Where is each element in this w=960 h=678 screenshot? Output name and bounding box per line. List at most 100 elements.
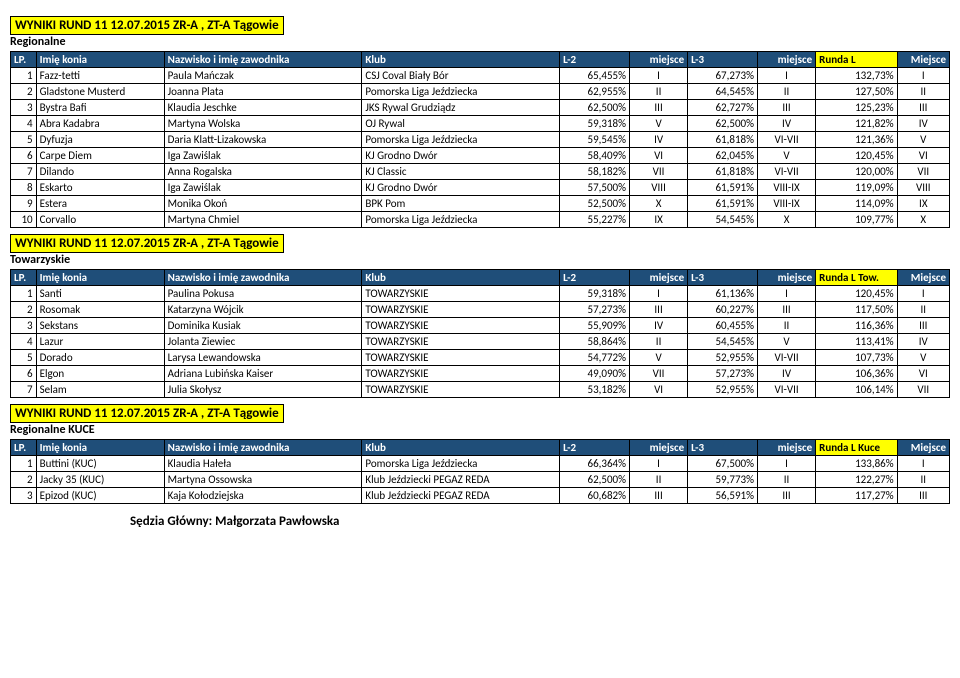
cell: 66,364%	[560, 456, 630, 472]
cell: III	[757, 488, 815, 504]
cell: IV	[897, 334, 949, 350]
cell: 53,182%	[560, 382, 630, 398]
cell: Dilando	[36, 164, 164, 180]
table-row: 2Gladstone MusterdJoanna PlataPomorska L…	[11, 84, 950, 100]
cell: OJ Rywal	[362, 116, 560, 132]
table-row: 4Abra KadabraMartyna WolskaOJ Rywal59,31…	[11, 116, 950, 132]
cell: 64,545%	[688, 84, 758, 100]
cell: Rosomak	[36, 302, 164, 318]
cell: II	[897, 84, 949, 100]
cell: Gladstone Musterd	[36, 84, 164, 100]
cell: Jacky 35 (KUC)	[36, 472, 164, 488]
cell: 120,45%	[816, 286, 897, 302]
cell: 54,545%	[688, 334, 758, 350]
cell: 57,273%	[688, 366, 758, 382]
column-header: Runda L Kuce	[816, 440, 897, 456]
cell: 58,864%	[560, 334, 630, 350]
cell: III	[897, 488, 949, 504]
column-header: Runda L	[816, 52, 897, 68]
cell: Sekstans	[36, 318, 164, 334]
cell: 117,50%	[816, 302, 897, 318]
cell: 109,77%	[816, 212, 897, 228]
column-header: Nazwisko i imię zawodnika	[164, 440, 362, 456]
section-subtitle: Regionalne	[10, 35, 950, 49]
cell: Pomorska Liga Jeździecka	[362, 212, 560, 228]
cell: II	[757, 472, 815, 488]
cell: X	[757, 212, 815, 228]
cell: Elgon	[36, 366, 164, 382]
cell: 52,500%	[560, 196, 630, 212]
cell: CSJ Coval Biały Bór	[362, 68, 560, 84]
cell: 55,909%	[560, 318, 630, 334]
cell: III	[757, 100, 815, 116]
cell: TOWARZYSKIE	[362, 302, 560, 318]
column-header: Miejsce	[897, 440, 949, 456]
cell: Julia Skołysz	[164, 382, 362, 398]
cell: Fazz-tetti	[36, 68, 164, 84]
cell: 133,86%	[816, 456, 897, 472]
table-row: 3SekstansDominika KusiakTOWARZYSKIE55,90…	[11, 318, 950, 334]
cell: 106,14%	[816, 382, 897, 398]
table-row: 1Buttini (KUC)Klaudia HałełaPomorska Lig…	[11, 456, 950, 472]
cell: 58,182%	[560, 164, 630, 180]
cell: Pomorska Liga Jeździecka	[362, 132, 560, 148]
cell: TOWARZYSKIE	[362, 382, 560, 398]
column-header: L-3	[688, 270, 758, 286]
cell: 120,00%	[816, 164, 897, 180]
cell: 113,41%	[816, 334, 897, 350]
cell: Epizod (KUC)	[36, 488, 164, 504]
cell: III	[897, 318, 949, 334]
column-header: Imię konia	[36, 440, 164, 456]
column-header: Klub	[362, 270, 560, 286]
cell: Buttini (KUC)	[36, 456, 164, 472]
cell: I	[629, 286, 687, 302]
cell: Paulina Pokusa	[164, 286, 362, 302]
section-title: WYNIKI RUND 11 12.07.2015 ZR-A , ZT-A Tą…	[10, 404, 284, 423]
cell: VI	[629, 382, 687, 398]
cell: IV	[629, 318, 687, 334]
table-row: 8EskartoIga ZawiślakKJ Grodno Dwór57,500…	[11, 180, 950, 196]
cell: 52,955%	[688, 382, 758, 398]
cell: KJ Grodno Dwór	[362, 180, 560, 196]
cell: Abra Kadabra	[36, 116, 164, 132]
cell: 7	[11, 382, 37, 398]
cell: 59,545%	[560, 132, 630, 148]
table-row: 6Carpe DiemIga ZawiślakKJ Grodno Dwór58,…	[11, 148, 950, 164]
column-header: miejsce	[757, 440, 815, 456]
cell: X	[897, 212, 949, 228]
column-header: miejsce	[629, 270, 687, 286]
cell: VI-VII	[757, 382, 815, 398]
cell: 106,36%	[816, 366, 897, 382]
cell: Carpe Diem	[36, 148, 164, 164]
cell: 5	[11, 132, 37, 148]
cell: 8	[11, 180, 37, 196]
cell: TOWARZYSKIE	[362, 334, 560, 350]
cell: 61,818%	[688, 132, 758, 148]
section-title: WYNIKI RUND 11 12.07.2015 ZR-A , ZT-A Tą…	[10, 16, 284, 35]
cell: Estera	[36, 196, 164, 212]
section-subtitle: Regionalne KUCE	[10, 423, 950, 437]
cell: 59,318%	[560, 116, 630, 132]
cell: VI-VII	[757, 164, 815, 180]
table-row: 5DyfuzjaDaria Klatt-LizakowskaPomorska L…	[11, 132, 950, 148]
cell: 61,591%	[688, 196, 758, 212]
results-table: LP.Imię koniaNazwisko i imię zawodnikaKl…	[10, 439, 950, 504]
cell: VIII-IX	[757, 196, 815, 212]
cell: 1	[11, 456, 37, 472]
cell: 2	[11, 472, 37, 488]
cell: 9	[11, 196, 37, 212]
cell: III	[629, 100, 687, 116]
column-header: L-2	[560, 270, 630, 286]
cell: VIII-IX	[757, 180, 815, 196]
cell: VII	[629, 164, 687, 180]
cell: VI-VII	[757, 350, 815, 366]
column-header: L-2	[560, 440, 630, 456]
cell: 62,727%	[688, 100, 758, 116]
cell: KJ Classic	[362, 164, 560, 180]
cell: Iga Zawiślak	[164, 148, 362, 164]
cell: 125,23%	[816, 100, 897, 116]
table-row: 2RosomakKatarzyna WójcikTOWARZYSKIE57,27…	[11, 302, 950, 318]
cell: Monika Okoń	[164, 196, 362, 212]
cell: 52,955%	[688, 350, 758, 366]
cell: II	[629, 334, 687, 350]
